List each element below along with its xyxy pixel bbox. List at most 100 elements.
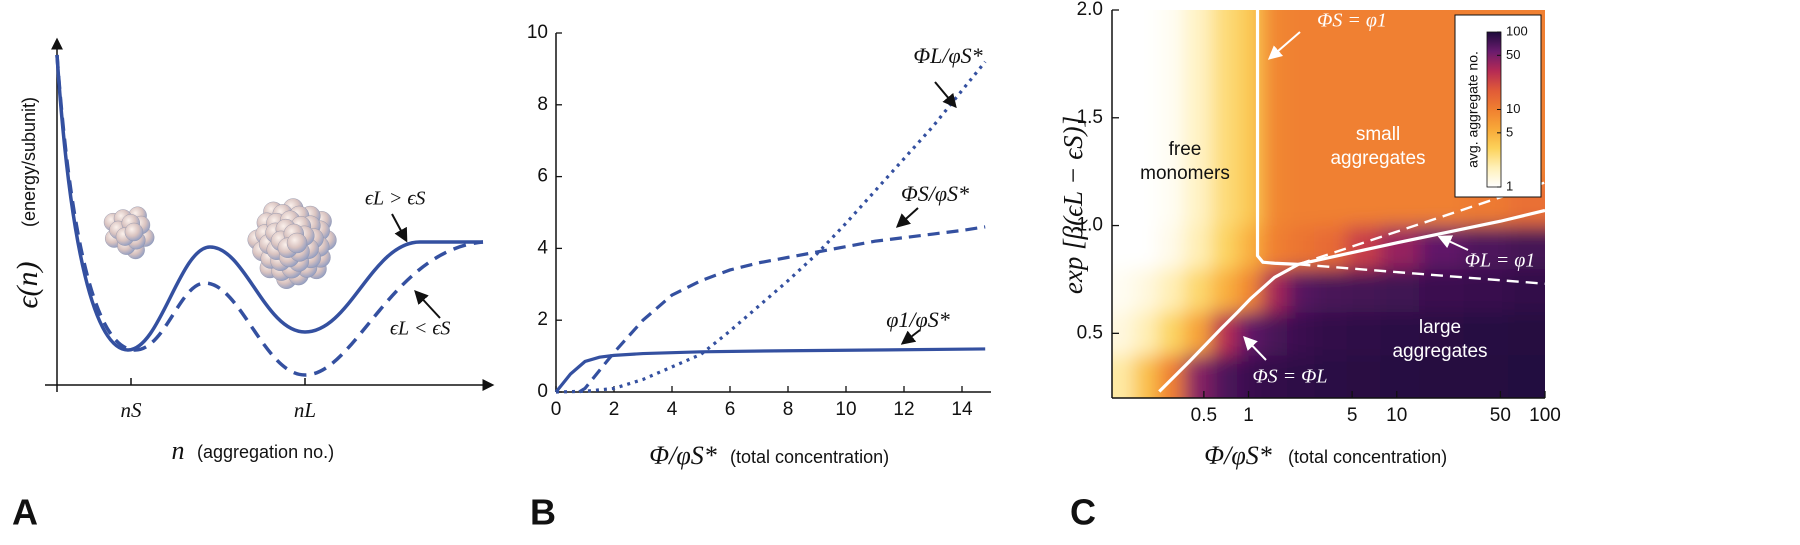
heat-cell bbox=[1184, 10, 1212, 54]
x-axis-label: Φ/φS* bbox=[1204, 441, 1271, 470]
x-tick-label: 10 bbox=[835, 399, 856, 420]
heat-cell bbox=[1261, 139, 1288, 183]
heat-cell bbox=[1346, 182, 1381, 227]
x-tick-label: 12 bbox=[893, 399, 914, 420]
heat-cell bbox=[1133, 268, 1159, 313]
heat-cell bbox=[1184, 311, 1212, 356]
heat-cell bbox=[1133, 225, 1159, 270]
x-axis-note: (aggregation no.) bbox=[197, 442, 334, 462]
region-label: small bbox=[1356, 124, 1400, 145]
heat-cell bbox=[1346, 139, 1381, 183]
colorbar-tick-label: 100 bbox=[1506, 23, 1528, 38]
y-tick-label: 4 bbox=[537, 237, 548, 258]
heat-cell bbox=[1463, 225, 1509, 270]
heat-cell bbox=[1261, 268, 1288, 313]
heat-cell bbox=[1112, 225, 1134, 270]
heat-cell bbox=[1261, 182, 1288, 227]
series-line bbox=[578, 225, 986, 394]
heat-cell bbox=[1157, 311, 1185, 356]
curve-label: ΦL = φ1 bbox=[1465, 250, 1536, 272]
heat-cell bbox=[1419, 354, 1465, 398]
subunit-sphere bbox=[286, 232, 308, 254]
heat-cell bbox=[1133, 311, 1159, 356]
heat-cell bbox=[1286, 139, 1315, 183]
heat-cell bbox=[1380, 268, 1420, 313]
heat-cell bbox=[1463, 354, 1509, 398]
energy-curve-solid bbox=[55, 54, 483, 352]
heat-cell bbox=[1314, 354, 1348, 398]
heat-cell bbox=[1112, 354, 1134, 398]
heat-cell bbox=[1286, 182, 1315, 227]
heat-cell bbox=[1237, 311, 1263, 356]
heat-cell bbox=[1211, 139, 1238, 183]
colorbar-tick-label: 10 bbox=[1506, 101, 1520, 116]
x-tick-label: 10 bbox=[1386, 405, 1407, 426]
heat-cell bbox=[1346, 311, 1381, 356]
region-label: aggregates bbox=[1392, 341, 1487, 362]
heat-cell bbox=[1112, 53, 1134, 97]
heat-cell bbox=[1314, 96, 1348, 140]
heat-cell bbox=[1508, 268, 1545, 313]
y-tick-label: 2.0 bbox=[1077, 0, 1103, 20]
curve-label: ΦS = ΦL bbox=[1252, 366, 1327, 388]
heat-cell bbox=[1314, 225, 1348, 270]
boundary-line bbox=[1255, 10, 1299, 266]
heat-cell bbox=[1286, 354, 1315, 398]
heat-cell bbox=[1286, 96, 1315, 140]
subunit-sphere bbox=[124, 222, 144, 242]
heat-cell bbox=[1286, 311, 1315, 356]
arrow bbox=[1243, 335, 1267, 361]
heat-cell bbox=[1314, 268, 1348, 313]
x-tick-label: 50 bbox=[1490, 405, 1511, 426]
arrow bbox=[1267, 31, 1301, 60]
boundary-line bbox=[1298, 263, 1545, 285]
arrow bbox=[900, 329, 921, 345]
y-tick-label: 1.5 bbox=[1077, 107, 1103, 128]
x-tick-label: 0 bbox=[551, 399, 562, 420]
x-tick-label: nS bbox=[121, 398, 143, 422]
x-tick-label: 2 bbox=[609, 399, 620, 420]
arrow bbox=[1437, 235, 1469, 251]
heat-cell bbox=[1508, 311, 1545, 356]
heat-cell bbox=[1211, 53, 1238, 97]
heat-cell bbox=[1157, 10, 1185, 54]
x-tick-label: 100 bbox=[1529, 405, 1561, 426]
heat-cell bbox=[1157, 268, 1185, 313]
boundary-line bbox=[1298, 208, 1545, 266]
y-tick-label: 0.5 bbox=[1077, 322, 1103, 343]
colorbar-tick-label: 5 bbox=[1506, 124, 1513, 139]
heat-cell bbox=[1184, 182, 1212, 227]
heat-cell bbox=[1112, 10, 1134, 54]
heat-cell bbox=[1346, 354, 1381, 398]
heat-cell bbox=[1133, 139, 1159, 183]
x-axis-label: Φ/φS* bbox=[649, 441, 716, 470]
arrow bbox=[391, 213, 408, 243]
heat-cell bbox=[1346, 96, 1381, 140]
heat-cell bbox=[1261, 53, 1288, 97]
heat-cell bbox=[1463, 268, 1509, 313]
heat-cell bbox=[1184, 268, 1212, 313]
heat-cell bbox=[1261, 96, 1288, 140]
heat-cell bbox=[1380, 96, 1420, 140]
x-tick-label: 6 bbox=[725, 399, 736, 420]
heat-cell bbox=[1346, 10, 1381, 54]
heat-cell bbox=[1463, 311, 1509, 356]
heat-cell bbox=[1112, 268, 1134, 313]
heat-cell bbox=[1211, 225, 1238, 270]
heat-cell bbox=[1184, 96, 1212, 140]
x-tick-label: 4 bbox=[667, 399, 678, 420]
heat-cell bbox=[1157, 53, 1185, 97]
heat-cell bbox=[1314, 182, 1348, 227]
heat-cell bbox=[1237, 354, 1263, 398]
heat-cell bbox=[1314, 139, 1348, 183]
x-tick-label: 1 bbox=[1243, 405, 1254, 426]
y-tick-label: 8 bbox=[537, 94, 548, 115]
x-axis-note: (total concentration) bbox=[1288, 447, 1447, 467]
colorbar-label: avg. aggregate no. bbox=[1465, 51, 1481, 168]
region-label: large bbox=[1419, 317, 1461, 338]
heat-cell bbox=[1380, 139, 1420, 183]
heat-cell bbox=[1380, 53, 1420, 97]
heat-cell bbox=[1211, 96, 1238, 140]
heat-cell bbox=[1380, 182, 1420, 227]
panel-letter: B bbox=[530, 492, 556, 533]
